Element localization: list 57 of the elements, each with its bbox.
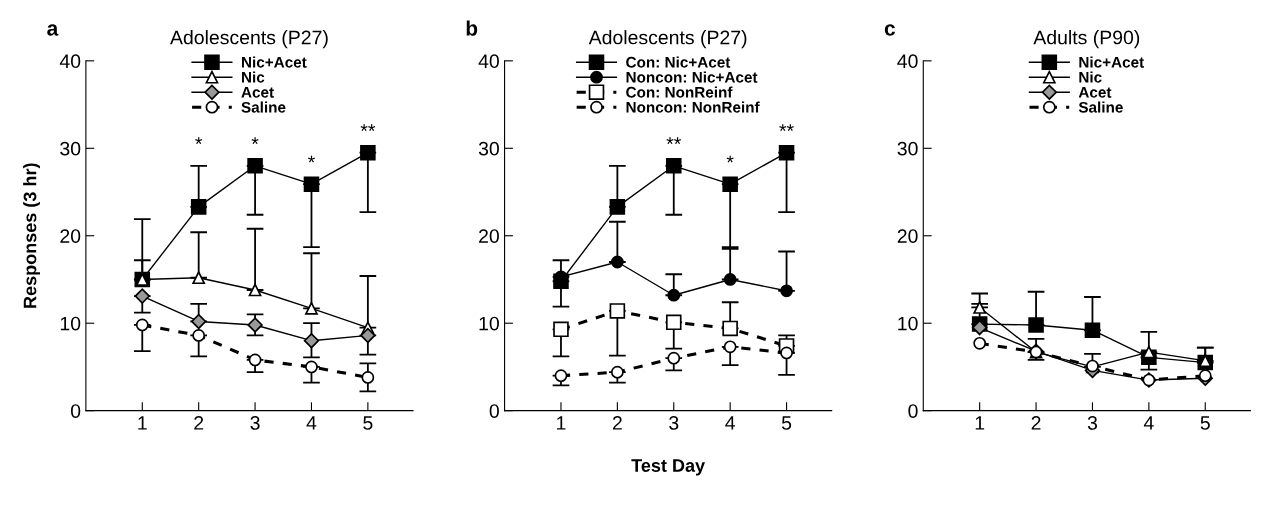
y-tick-label: 30 <box>60 141 81 156</box>
x-tick-label: 2 <box>194 416 204 430</box>
annotation: ** <box>666 137 682 145</box>
legend-label: Con: NonReinf <box>626 86 733 98</box>
legend-label: Noncon: NonReinf <box>626 101 760 113</box>
y-tick-label: 30 <box>897 141 918 156</box>
legend-label: Saline <box>241 101 286 113</box>
x-tick-label: 1 <box>557 416 566 430</box>
y-tick-label: 10 <box>60 316 81 331</box>
legend-label: Saline <box>1078 101 1123 113</box>
legend-label: Acet <box>241 87 274 98</box>
y-tick-label: 20 <box>897 229 918 243</box>
x-tick-label: 4 <box>725 416 735 430</box>
chart-title: Adults (P90) <box>1033 30 1140 49</box>
x-tick-label: 2 <box>1031 416 1041 430</box>
x-tick-label: 5 <box>363 416 373 430</box>
annotation: * <box>726 155 734 163</box>
chart-title: Adolescents (P27) <box>170 30 328 49</box>
x-tick-label: 3 <box>1087 416 1098 430</box>
legend-label: Nic <box>242 71 265 83</box>
y-tick-label: 10 <box>898 316 918 331</box>
y-tick-label: 40 <box>897 54 918 69</box>
text: c <box>884 24 895 36</box>
x-tick-label: 3 <box>669 416 679 430</box>
x-tick-label: 5 <box>1200 416 1210 430</box>
x-tick-label: 2 <box>612 416 622 430</box>
x-axis-title: Test Day <box>631 459 705 476</box>
legend-label: Noncon: Nic+Acet <box>626 71 758 83</box>
text: a <box>47 24 59 36</box>
y-tick-label: 10 <box>479 316 499 331</box>
legend-label: Con: Nic+Acet <box>626 56 731 68</box>
text: b <box>466 20 478 36</box>
y-tick-label: 40 <box>59 54 81 69</box>
x-tick-label: 3 <box>250 416 260 430</box>
y-tick-label: 30 <box>478 141 499 156</box>
annotation: * <box>308 155 315 163</box>
x-tick-label: 1 <box>975 416 985 430</box>
legend-label: Acet <box>1078 87 1112 98</box>
annotation: * <box>251 137 259 145</box>
x-tick-label: 4 <box>306 416 317 430</box>
y-tick-label: 0 <box>489 404 499 418</box>
annotation: ** <box>360 124 376 131</box>
legend-label: Nic+Acet <box>1079 56 1144 68</box>
legend-label: Nic+Acet <box>242 56 307 68</box>
y-tick-label: 40 <box>478 54 499 69</box>
annotation: * <box>195 137 203 145</box>
legend-label: Nic <box>1079 71 1102 83</box>
y-tick-label: 0 <box>70 404 81 418</box>
y-axis-title: Responses (3 hr) <box>23 163 40 308</box>
y-tick-label: 20 <box>60 229 81 243</box>
annotation: ** <box>779 124 794 131</box>
x-tick-label: 4 <box>1143 416 1154 430</box>
y-tick-label: 20 <box>479 229 499 243</box>
y-tick-label: 0 <box>908 404 918 418</box>
x-tick-label: 1 <box>138 416 147 430</box>
chart-title: Adolescents (P27) <box>588 30 747 49</box>
x-tick-label: 5 <box>781 416 792 430</box>
